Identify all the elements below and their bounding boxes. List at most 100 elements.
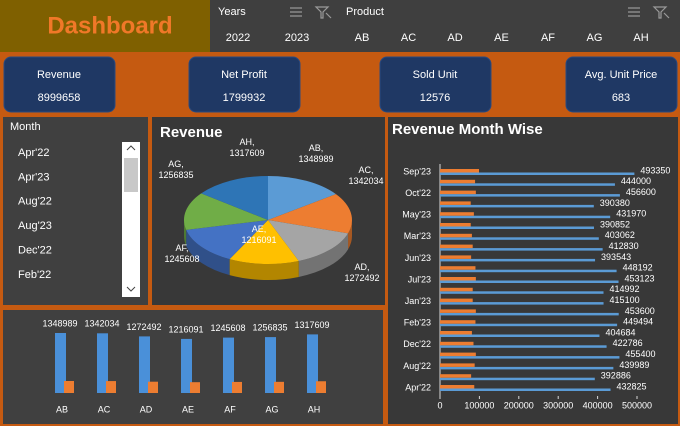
label-name: AC, — [358, 165, 373, 175]
bar — [97, 333, 108, 393]
bar — [440, 388, 611, 391]
bar — [307, 334, 318, 393]
scroll-down[interactable] — [126, 286, 136, 292]
pie-slice — [268, 176, 336, 220]
bar — [440, 183, 615, 186]
x-tick-label: 200000 — [504, 400, 534, 410]
data-label: 456600 — [626, 187, 656, 197]
bar — [440, 345, 607, 348]
data-label: 1216091 — [168, 324, 203, 334]
label-name: AE, — [252, 224, 267, 234]
pie-slice — [229, 220, 299, 264]
bar — [440, 169, 480, 173]
slicer-item[interactable]: AE — [494, 32, 509, 44]
data-label: 444000 — [621, 176, 651, 186]
pie-side — [348, 220, 352, 250]
label-name: AF, — [175, 243, 188, 253]
data-label: AD, 1272492 — [344, 262, 379, 283]
pie-slice — [186, 220, 268, 260]
bar — [440, 280, 619, 283]
slicer-item[interactable]: AC — [401, 32, 416, 44]
bar — [274, 381, 284, 393]
slicer-item[interactable]: 2023 — [285, 32, 309, 44]
bar — [64, 380, 74, 393]
slicer-title: Product — [346, 6, 384, 18]
kpi-value: 1799932 — [223, 92, 266, 104]
y-tick-label: Jul'23 — [408, 274, 431, 284]
bar — [55, 333, 66, 393]
slicer-item[interactable]: Feb'22 — [18, 269, 51, 281]
bar — [440, 320, 476, 324]
slicer-item[interactable]: AH — [633, 32, 648, 44]
bar — [440, 377, 595, 381]
dashboard-title: Dashboard — [47, 12, 172, 39]
label-value: 1216091 — [241, 235, 276, 245]
slicer-item[interactable]: Apr'23 — [18, 171, 49, 183]
data-label: 404684 — [605, 327, 635, 337]
slicer-item[interactable]: 2022 — [226, 32, 250, 44]
title-box — [0, 0, 210, 52]
slicer-item[interactable]: AB — [355, 32, 370, 44]
bar — [440, 215, 611, 219]
slicer-item[interactable]: AG — [587, 32, 603, 44]
label-name: AD, — [354, 262, 369, 272]
bar — [440, 287, 473, 292]
y-tick-label: Jun'23 — [405, 253, 431, 263]
bar — [440, 374, 472, 378]
bar — [440, 277, 476, 281]
data-label: 393543 — [601, 252, 631, 262]
data-label: 390852 — [600, 219, 630, 229]
data-label: AE, 1216091 — [241, 224, 276, 245]
chart-title: Revenue Month Wise — [392, 121, 543, 138]
label-name: AH, — [239, 137, 254, 147]
data-label: 1348989 — [42, 318, 77, 328]
bar — [440, 366, 614, 370]
slicer-item[interactable]: AF — [541, 32, 555, 44]
bar — [440, 309, 476, 313]
x-tick-label: 300000 — [543, 400, 573, 410]
slicer-item[interactable]: Aug'23 — [18, 220, 52, 232]
data-label: AB, 1348989 — [298, 143, 333, 164]
bar — [223, 337, 234, 393]
data-label: 390380 — [600, 198, 630, 208]
bar — [440, 298, 473, 303]
bar — [440, 352, 476, 357]
pie-side — [184, 220, 187, 246]
bar — [440, 363, 475, 367]
y-tick-label: Dec'22 — [403, 339, 431, 349]
pie-slice — [268, 194, 353, 234]
slicer-title: Month — [10, 121, 41, 133]
scroll-thumb[interactable] — [124, 158, 138, 192]
bar — [440, 201, 471, 205]
x-tick-label: 0 — [437, 400, 442, 410]
kpi-value: 8999658 — [38, 92, 81, 104]
label-value: 1256835 — [158, 170, 193, 180]
kpi-card — [565, 56, 678, 113]
slicer-item[interactable]: Apr'22 — [18, 147, 49, 159]
slicer-item[interactable]: Aug'22 — [18, 196, 52, 208]
data-label: 1245608 — [210, 323, 245, 333]
data-label: 431970 — [616, 209, 646, 219]
slicer-item[interactable]: AD — [447, 32, 462, 44]
data-label: AF, 1245608 — [164, 243, 199, 264]
bar — [148, 381, 158, 393]
data-label: AH, 1317609 — [229, 137, 264, 158]
x-tick-label: AG — [265, 404, 278, 414]
y-tick-label: Apr'22 — [405, 382, 431, 392]
bar — [440, 323, 618, 327]
x-tick-label: AD — [140, 404, 153, 414]
scroll-up[interactable] — [126, 145, 136, 151]
bar — [440, 385, 475, 389]
bar — [440, 179, 476, 184]
y-tick-label: Aug'22 — [403, 361, 431, 371]
x-tick-label: AC — [98, 404, 111, 414]
slicer-title: Years — [218, 6, 246, 18]
bar — [440, 233, 472, 238]
slicer-item[interactable]: Dec'22 — [18, 245, 52, 257]
pie-side — [298, 233, 349, 277]
data-label: 449494 — [623, 317, 653, 327]
label-value: 1317609 — [229, 148, 264, 158]
bar — [440, 204, 594, 208]
label-value: 1272492 — [344, 273, 379, 283]
